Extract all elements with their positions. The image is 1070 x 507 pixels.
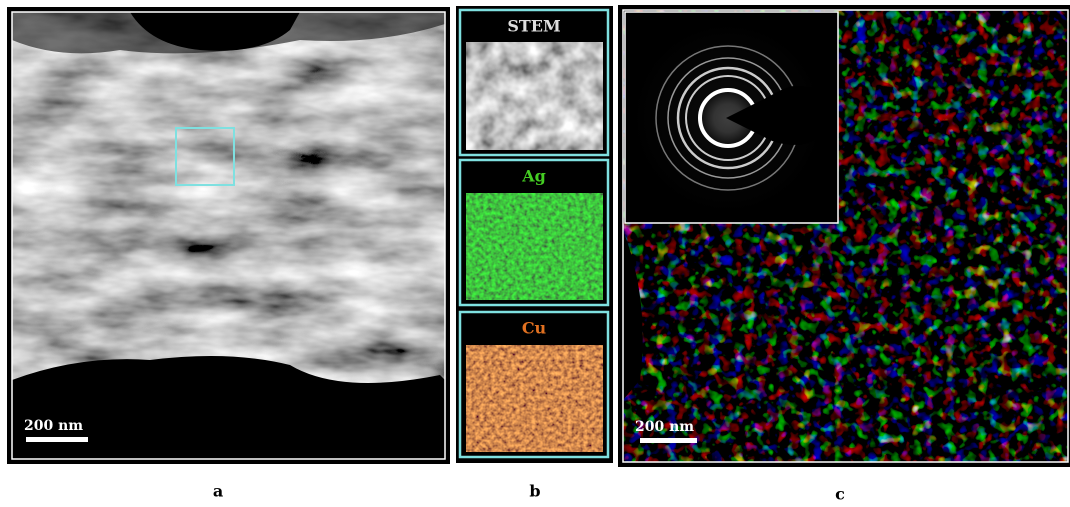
- cu-map: [466, 345, 603, 452]
- diffraction-inset: [625, 12, 838, 223]
- scale-bar: [640, 438, 697, 443]
- scale-bar-label: 200 nm: [24, 418, 83, 434]
- panel-label: b: [529, 482, 540, 501]
- ag-map: [466, 193, 603, 300]
- map-label: Ag: [521, 167, 546, 186]
- map-label: STEM: [507, 17, 560, 36]
- stem-map: [466, 42, 603, 150]
- scale-bar-label: 200 nm: [635, 419, 694, 435]
- scale-bar: [26, 437, 88, 442]
- panel-label: a: [213, 482, 223, 501]
- panel-label: c: [835, 485, 845, 504]
- panel-b: STEM Ag Cu: [456, 6, 613, 463]
- figure: 200 nm STEM Ag Cu: [0, 0, 1070, 507]
- map-label: Cu: [522, 319, 547, 338]
- panel-c: 200 nm: [618, 5, 1070, 467]
- panel-a: 200 nm: [7, 7, 450, 464]
